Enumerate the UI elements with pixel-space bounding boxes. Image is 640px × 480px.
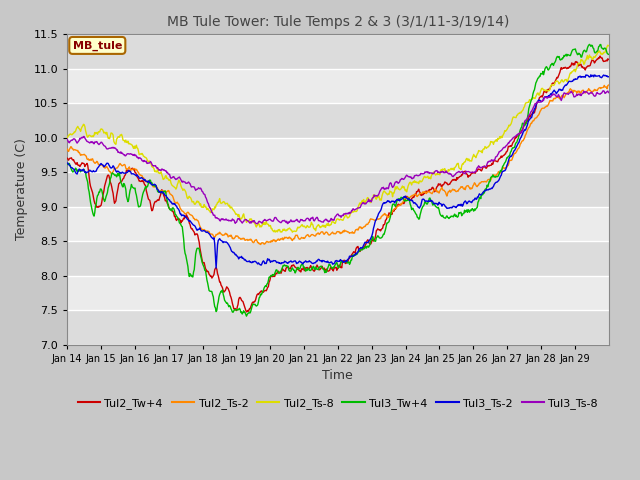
Bar — [67, 138, 609, 172]
Bar — [67, 35, 609, 69]
Title: MB Tule Tower: Tule Temps 2 & 3 (3/1/11-3/19/14): MB Tule Tower: Tule Temps 2 & 3 (3/1/11-… — [166, 15, 509, 29]
Bar — [67, 69, 609, 103]
Bar — [67, 276, 609, 310]
Legend: Tul2_Tw+4, Tul2_Ts-2, Tul2_Ts-8, Tul3_Tw+4, Tul3_Ts-2, Tul3_Ts-8: Tul2_Tw+4, Tul2_Ts-2, Tul2_Ts-8, Tul3_Tw… — [74, 394, 602, 413]
Bar — [67, 241, 609, 276]
X-axis label: Time: Time — [323, 369, 353, 382]
Bar — [67, 103, 609, 138]
Bar — [67, 207, 609, 241]
Bar — [67, 310, 609, 345]
Text: MB_tule: MB_tule — [72, 40, 122, 50]
Y-axis label: Temperature (C): Temperature (C) — [15, 139, 28, 240]
Bar — [67, 172, 609, 207]
